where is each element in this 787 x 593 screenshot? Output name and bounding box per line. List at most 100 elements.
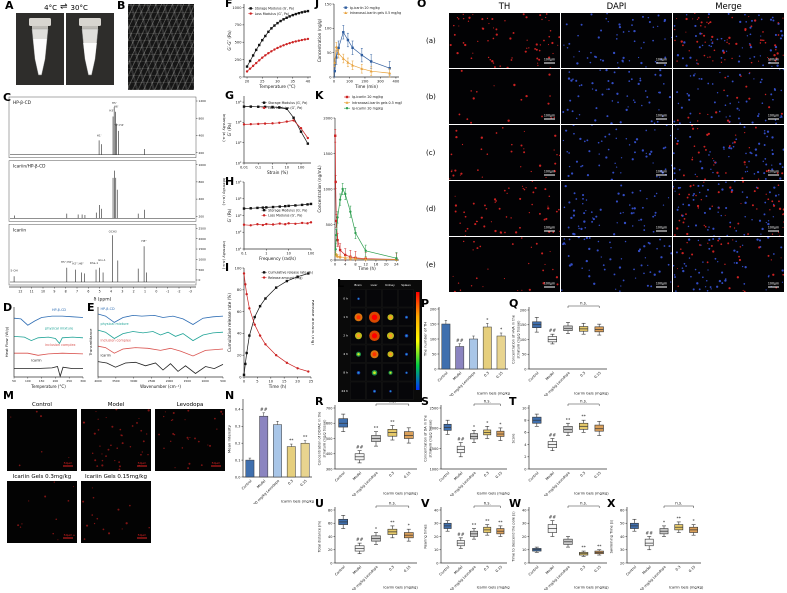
svg-text:*: * (692, 519, 695, 525)
svg-text:G′ (Pa): G′ (Pa) (227, 122, 232, 136)
svg-text:1500: 1500 (430, 447, 439, 451)
svg-text:40: 40 (237, 332, 242, 336)
vial-photos (16, 13, 116, 85)
svg-text:50μm: 50μm (138, 533, 147, 537)
panel-o-row-label: (b) (426, 92, 436, 101)
svg-text:Control: Control (334, 471, 346, 483)
panel-o-image-th: 100μm (449, 180, 560, 237)
da-box-chart: 1000 1500 2000 2500 Control ## Model * 150 mg/kg… (422, 398, 512, 500)
svg-text:0: 0 (329, 75, 332, 79)
svg-text:0: 0 (524, 561, 526, 565)
svg-text:3: 3 (121, 290, 123, 294)
panel-b-letter: B (117, 0, 126, 12)
svg-text:Score: Score (512, 434, 516, 444)
svg-text:1500: 1500 (184, 379, 192, 383)
svg-text:Rearing times: Rearing times (424, 524, 428, 548)
svg-text:icariin: icariin (31, 359, 41, 363)
panel-u: U 0 20 40 60 80 Control ## Model * 150 mg/kg Levo… (315, 498, 420, 593)
panel-q: Q 0 50 100 150 200 Control ## Model 150 mg/kg Le… (509, 298, 610, 400)
svg-text:-2: -2 (177, 290, 180, 294)
svg-text:Model: Model (453, 471, 463, 481)
svg-text:100: 100 (308, 252, 314, 256)
svg-text:10⁵: 10⁵ (235, 180, 242, 184)
svg-text:Model: Model (642, 565, 652, 575)
svg-text:Release amount (mg): Release amount (mg) (268, 276, 302, 280)
svg-text:Model: Model (453, 565, 463, 575)
svg-text:Time (h): Time (h) (268, 384, 287, 389)
svg-text:400: 400 (392, 80, 400, 84)
svg-text:10: 10 (522, 548, 526, 552)
svg-text:100μm: 100μm (656, 114, 667, 118)
svg-text:0: 0 (524, 367, 526, 371)
svg-text:0.3: 0.3 (580, 471, 587, 478)
svg-text:150 mg/kg Levodopa: 150 mg/kg Levodopa (542, 565, 571, 590)
svg-text:60: 60 (620, 508, 624, 512)
svg-text:**: ** (390, 520, 395, 526)
svg-text:inclusion complex: inclusion complex (101, 338, 131, 342)
svg-text:10³: 10³ (235, 141, 242, 145)
svg-text:20: 20 (620, 561, 624, 565)
svg-text:icariin: icariin (101, 354, 111, 358)
svg-text:3000: 3000 (130, 379, 138, 383)
micrograph-image: 50μm (155, 409, 225, 471)
svg-text:4000: 4000 (94, 379, 102, 383)
panel-x: X 20 30 40 50 60 Control ## Model * 150 mg/kg Lev… (607, 498, 704, 593)
svg-text:Model: Model (452, 371, 462, 381)
svg-text:100μm: 100μm (544, 282, 555, 286)
svg-text:Wavenumber (cm⁻¹): Wavenumber (cm⁻¹) (140, 384, 181, 389)
svg-text:2 h: 2 h (343, 333, 348, 337)
svg-text:0.3: 0.3 (483, 371, 490, 378)
svg-text:0.3: 0.3 (483, 565, 490, 572)
svg-text:100μm: 100μm (768, 170, 779, 174)
panel-c-letter: C (3, 91, 12, 104)
panel-o-image-merge: 100μm (672, 180, 785, 237)
panel-r: R 300 400 500 600 700 Control ## Model ** 150 mg/… (315, 396, 420, 500)
panel-j-letter: J (315, 0, 320, 10)
panel-o-image-dapi: 100μm (561, 68, 672, 125)
svg-text:0.1: 0.1 (255, 166, 261, 170)
svg-text:4: 4 (110, 290, 112, 294)
panel-h-letter: H (225, 175, 235, 188)
svg-text:Cumulative release rate (%): Cumulative release rate (%) (268, 271, 313, 275)
svg-text:Total distance (m): Total distance (m) (318, 520, 322, 553)
svg-text:100: 100 (346, 80, 354, 84)
svg-text:300: 300 (80, 379, 86, 383)
svg-text:100: 100 (430, 337, 437, 341)
svg-text:30: 30 (620, 548, 624, 552)
svg-text:100μm: 100μm (544, 170, 555, 174)
svg-text:50: 50 (12, 379, 16, 383)
svg-text:40: 40 (328, 535, 332, 539)
svg-text:1500: 1500 (323, 152, 333, 156)
col-label-dapi: DAPI (606, 1, 627, 12)
svg-text:*: * (499, 422, 502, 428)
svg-text:##: ## (549, 328, 557, 334)
svg-text:100μm: 100μm (656, 58, 667, 62)
svg-text:0.3: 0.3 (675, 565, 682, 572)
svg-text:1: 1 (271, 166, 273, 170)
svg-text:physical mixture: physical mixture (101, 322, 129, 326)
svg-text:9: 9 (53, 290, 55, 294)
panel-o-image-th: 100μm (449, 13, 561, 69)
svg-text:100μm: 100μm (656, 170, 667, 174)
micrograph-caption: Icariin Gels 0.3mg/kg (12, 474, 72, 480)
svg-text:Model: Model (545, 371, 555, 381)
svg-text:**: ** (581, 545, 586, 551)
svg-text:150 mg/kg Levodopa: 150 mg/kg Levodopa (350, 565, 379, 590)
svg-text:striatum (ng/g tissue): striatum (ng/g tissue) (322, 419, 326, 458)
svg-text:##: ## (356, 445, 364, 451)
vial-photo-4c (16, 13, 64, 85)
svg-text:2: 2 (133, 290, 135, 294)
svg-text:150 mg/kg Levodopa: 150 mg/kg Levodopa (638, 565, 667, 590)
svg-text:2: 2 (524, 455, 526, 459)
panel-f-letter: F (225, 0, 233, 10)
svg-text:*: * (486, 317, 489, 323)
svg-text:150 mg/kg Levodopa: 150 mg/kg Levodopa (542, 371, 571, 396)
svg-text:10³: 10³ (235, 214, 242, 218)
svg-text:20: 20 (328, 548, 332, 552)
svg-text:0.3: 0.3 (483, 471, 490, 478)
svg-text:750: 750 (235, 23, 243, 27)
pole-test-box-chart: 0 10 20 30 40 Control ## Model 150 mg/kg Levodop… (510, 500, 610, 593)
svg-text:1000: 1000 (199, 163, 207, 167)
svg-text:60: 60 (328, 522, 332, 526)
svg-text:H1': H1' (97, 133, 102, 137)
